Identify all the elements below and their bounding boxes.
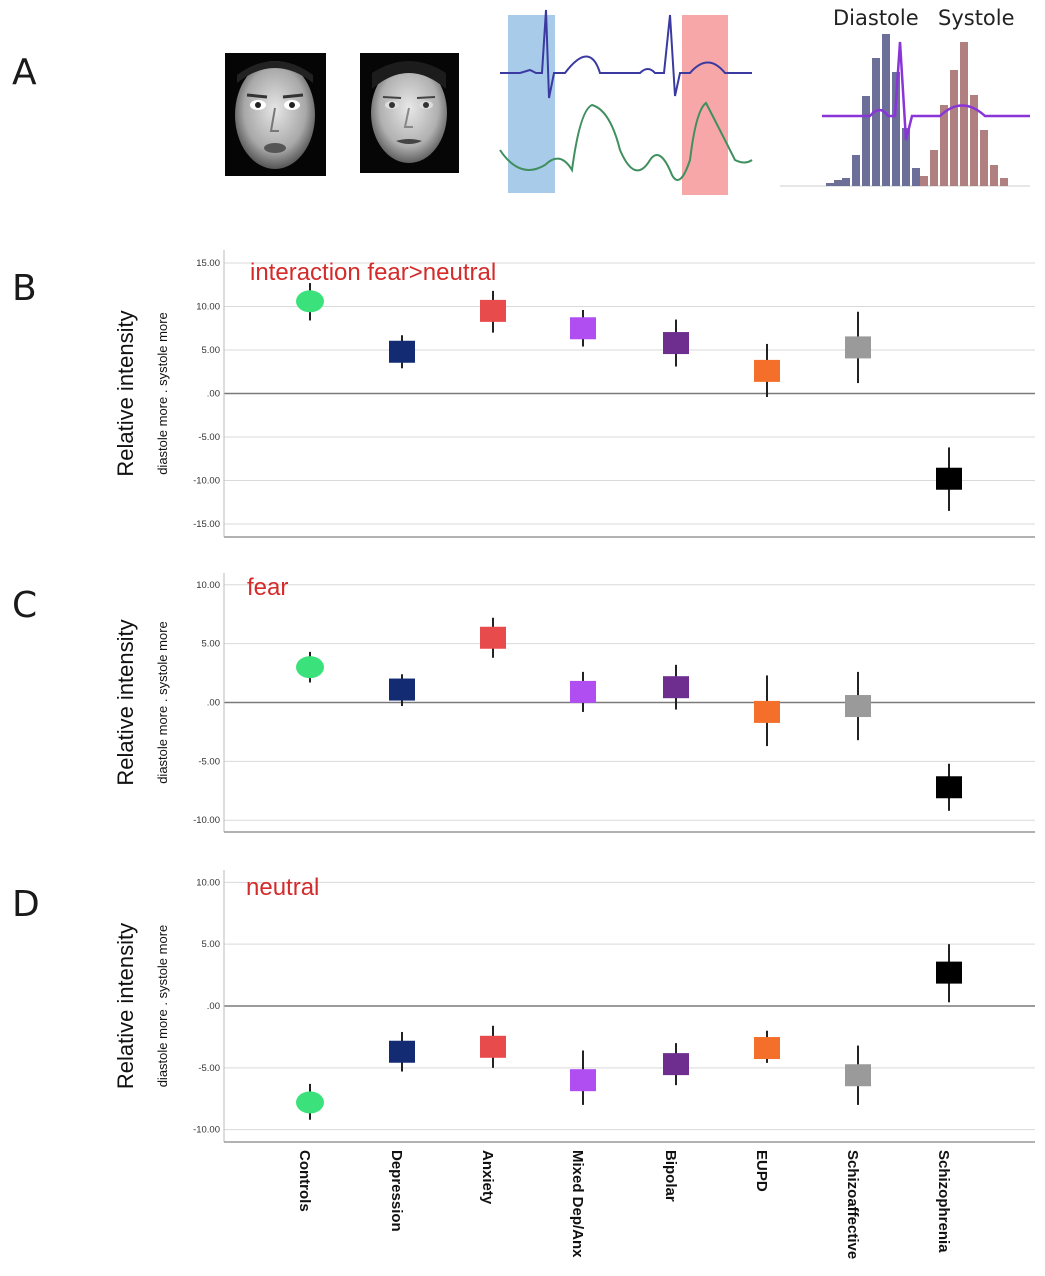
y-tick-label: -5.00 — [198, 432, 220, 443]
data-point-schizophrenia — [936, 776, 962, 799]
data-point-mixed-dep-anx — [570, 317, 596, 340]
y-tick-label: 5.00 — [202, 345, 221, 356]
data-point-schizoaffective — [845, 336, 871, 359]
y-axis-sublabel: diastole more . systole more — [155, 312, 170, 475]
data-point-eupd — [754, 700, 780, 723]
data-point-controls — [296, 1091, 324, 1114]
data-point-depression — [389, 1040, 415, 1063]
y-tick-label: -5.00 — [198, 1063, 220, 1074]
chart-interaction-fear-neutral: 15.00 10.00 5.00 .00 -5.00 -10.00 -15.00 intera… — [113, 250, 1035, 538]
y-axis-sublabel: diastole more . systole more — [155, 925, 170, 1088]
y-tick-label: -10.00 — [193, 1125, 220, 1136]
y-tick-label: 15.00 — [196, 258, 220, 269]
chart-title: neutral — [246, 874, 319, 901]
category-label: Bipolar — [662, 1150, 679, 1202]
category-label: Controls — [296, 1150, 313, 1212]
y-tick-label: .00 — [207, 698, 220, 709]
data-point-schizoaffective — [845, 1064, 871, 1087]
cardiac-histogram-illustration — [780, 34, 1030, 187]
y-axis-sublabel: diastole more . systole more — [155, 621, 170, 784]
chart-title: interaction fear>neutral — [250, 259, 496, 286]
category-label: Schizoaffective — [844, 1150, 861, 1259]
category-label: Depression — [388, 1150, 405, 1232]
data-point-anxiety — [480, 626, 506, 649]
data-point-bipolar — [663, 332, 689, 355]
category-axis-labels: Controls Depression Anxiety Mixed Dep/Anx Bi… — [296, 1150, 952, 1259]
cardiac-cycle-illustration — [499, 9, 753, 195]
category-label: EUPD — [753, 1150, 770, 1192]
data-point-depression — [389, 678, 415, 701]
data-point-mixed-dep-anx — [570, 680, 596, 703]
systole-bars — [920, 42, 1008, 186]
face-image-female — [360, 53, 459, 173]
category-label: Schizophrenia — [935, 1150, 952, 1253]
y-tick-label: 5.00 — [202, 639, 221, 650]
diastole-bars — [826, 34, 920, 186]
y-tick-label: -15.00 — [193, 519, 220, 530]
diastole-label: Diastole — [833, 6, 919, 30]
data-point-schizophrenia — [936, 467, 962, 490]
data-point-anxiety — [480, 1035, 506, 1058]
y-tick-label: 5.00 — [202, 939, 221, 950]
systole-label: Systole — [938, 6, 1015, 30]
panel-letter-a: A — [12, 52, 37, 93]
y-tick-label: 10.00 — [196, 302, 220, 313]
data-point-eupd — [754, 1037, 780, 1060]
data-point-controls — [296, 656, 324, 679]
chart-fear: 10.00 5.00 .00 -5.00 -10.00 fear Relative inte… — [113, 573, 1035, 833]
panel-letter-c: C — [12, 585, 38, 626]
y-tick-label: .00 — [207, 1001, 220, 1012]
overlay-trace — [822, 41, 1030, 141]
face-image-male — [225, 53, 326, 176]
panel-letter-d: D — [12, 884, 40, 925]
data-point-controls — [296, 290, 324, 313]
y-tick-label: .00 — [207, 389, 220, 400]
y-tick-label: -10.00 — [193, 815, 220, 826]
chart-title: fear — [247, 574, 288, 601]
category-label: Anxiety — [479, 1150, 496, 1205]
chart-neutral: 10.00 5.00 .00 -5.00 -10.00 neutral Relative i… — [113, 870, 1035, 1143]
data-point-anxiety — [480, 299, 506, 322]
y-axis-label: Relative intensity — [113, 923, 138, 1089]
panel-letter-b: B — [12, 268, 37, 309]
y-axis-label: Relative intensity — [113, 310, 138, 476]
data-point-schizophrenia — [936, 961, 962, 984]
data-point-bipolar — [663, 1053, 689, 1076]
category-label: Mixed Dep/Anx — [569, 1150, 586, 1258]
data-point-depression — [389, 340, 415, 363]
data-point-mixed-dep-anx — [570, 1069, 596, 1092]
y-tick-label: -10.00 — [193, 475, 220, 486]
y-axis-label: Relative intensity — [113, 619, 138, 785]
data-point-bipolar — [663, 676, 689, 699]
pulse-trace — [499, 101, 753, 181]
data-point-eupd — [754, 359, 780, 382]
y-tick-label: 10.00 — [196, 877, 220, 888]
y-tick-label: -5.00 — [198, 756, 220, 767]
ecg-trace — [500, 9, 752, 99]
y-tick-label: 10.00 — [196, 580, 220, 591]
data-point-schizoaffective — [845, 695, 871, 718]
